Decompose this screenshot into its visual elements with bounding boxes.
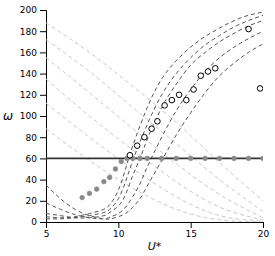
open-point [162,103,168,109]
tick: 15 [185,222,196,239]
point [107,175,112,180]
plot: 5101520020406080100120140160180200U*ω [3,5,270,253]
curve [46,31,263,219]
y-axis-label: ω [3,109,13,123]
open-point [127,152,133,158]
tick-label: 120 [20,90,37,100]
point [261,156,263,161]
tick: 20 [26,196,46,206]
tick-label: 160 [20,48,37,58]
tick-mark [40,10,46,11]
tick: 5 [44,222,50,239]
curve [46,79,263,220]
open-point [246,26,252,32]
point [94,187,99,192]
open-point [198,73,204,79]
open-point [257,86,263,92]
tick-mark [40,158,46,159]
point [232,156,237,161]
axis-line [40,11,47,223]
tick: 40 [26,175,46,185]
tick-label: 0 [31,217,37,227]
tick: 100 [20,111,46,121]
curve [46,44,263,219]
point [145,156,150,161]
tick-label: 20 [26,196,38,206]
tick-mark [40,137,46,138]
tick: 20 [258,222,270,239]
tick-mark [191,222,192,228]
open-point [184,97,190,103]
tick-label: 200 [20,5,37,15]
point [188,156,193,161]
tick-label: 60 [26,154,38,164]
axis-line [47,223,264,229]
tick: 160 [20,48,46,58]
open-point [205,69,211,75]
tick-label: 140 [20,69,37,79]
tick-label: 100 [20,111,37,121]
tick: 10 [113,222,125,239]
open-point [212,66,218,72]
point [203,156,208,161]
tick-mark [118,222,119,228]
point [138,156,143,161]
curve [46,103,263,221]
curve [46,21,263,218]
point [217,156,222,161]
open-point [169,97,175,103]
curve [46,58,263,218]
point [174,156,179,161]
open-point [176,92,182,98]
chart: 5101520020406080100120140160180200U*ω [0,0,275,256]
point [246,156,251,161]
tick-label: 15 [185,229,196,239]
curve [46,12,263,218]
point [87,191,92,196]
tick-mark [40,201,46,202]
tick-mark [40,180,46,181]
tick: 120 [20,90,46,100]
tick-mark [40,52,46,53]
tick-label: 5 [44,229,50,239]
tick-mark [40,31,46,32]
curve [46,15,263,219]
tick: 60 [26,154,46,164]
tick-label: 20 [258,229,270,239]
x-axis-label: U* [148,240,162,253]
point [80,195,85,200]
tick-mark [263,222,264,228]
open-point [142,134,148,140]
tick-label: 10 [113,229,125,239]
tick-mark [40,74,46,75]
open-point [149,126,155,132]
y-axis: 0 20 40 60 80 100 120 140 160 180 200 [20,5,47,227]
x-axis: 5 10 15 20 [44,222,270,239]
tick-label: 80 [26,133,38,143]
open-point [134,143,140,149]
point [113,167,118,172]
tick: 0 [31,217,46,227]
reference-line [46,158,263,160]
point [101,179,106,184]
point [159,156,164,161]
tick: 200 [20,5,46,15]
tick: 80 [26,133,46,143]
tick: 140 [20,69,46,79]
tick-mark [40,116,46,117]
tick-mark [40,95,46,96]
curve [46,129,263,222]
open-point [191,87,197,93]
tick-mark [40,222,46,223]
point [119,159,124,164]
tick-label: 180 [20,27,37,37]
tick: 180 [20,27,46,37]
marks [46,12,263,222]
open-point [155,119,161,125]
tick-label: 40 [26,175,38,185]
